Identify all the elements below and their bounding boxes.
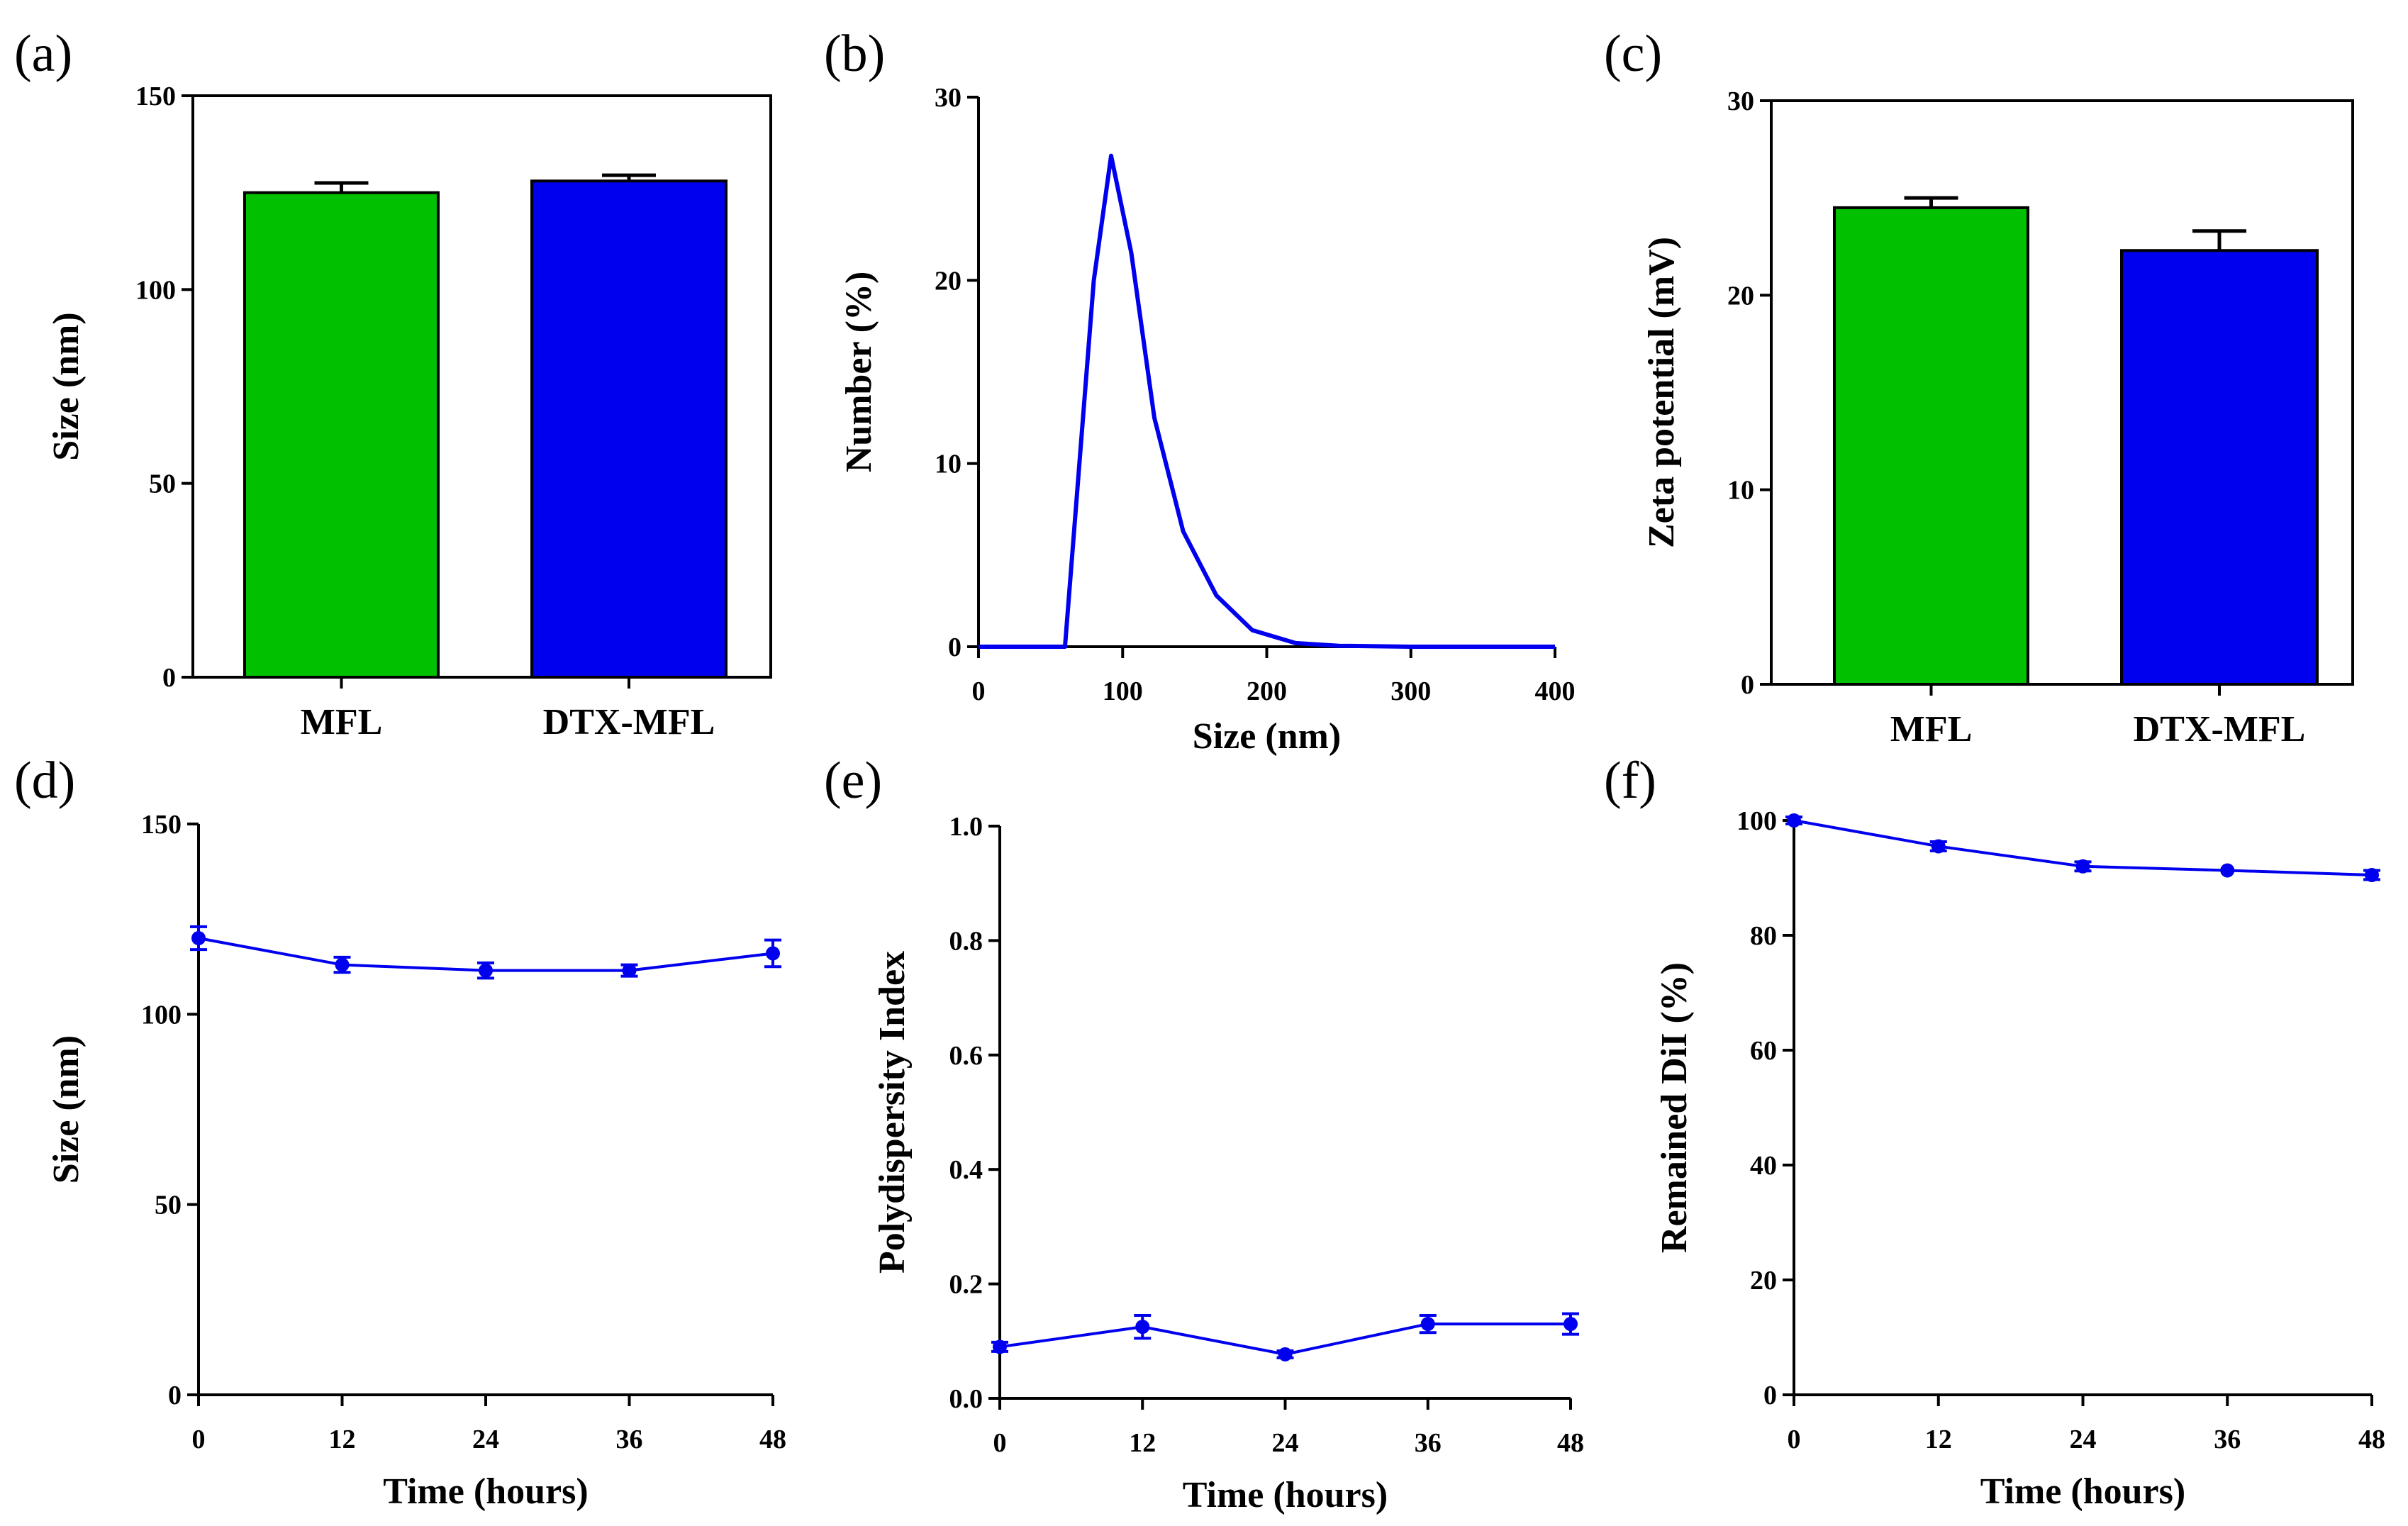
panel-a-bar-dtx-mfl [530,179,728,679]
panel-f-label: (f) [1604,752,1656,810]
panel-d-data-point [335,957,350,972]
panel-a-y-tick-label: 50 [149,469,176,499]
panel-b-x-axis-title: Size (nm) [1193,716,1341,757]
panel-c-bar-mfl [1833,206,2029,686]
panel-a-category-label: MFL [301,702,383,742]
panel-c-y-axis-title: Zeta potential (mV) [1641,237,1682,548]
panel-f-y-tick-label: 100 [1737,806,1777,836]
panel-b-y-tick-label: 30 [935,83,961,113]
panel-e-x-tick-label: 24 [1272,1428,1299,1458]
panel-c-y-tick-label: 10 [1727,476,1754,506]
panel-f-data-point [1931,839,1946,854]
panel-a-y-tick-label: 0 [162,663,176,693]
panel-e-y-tick-label: 0.2 [949,1270,983,1300]
panel-c-y-tick-label: 20 [1727,281,1754,311]
panel-e-x-axis-title: Time (hours) [1183,1475,1388,1515]
panel-f-x-axis-title: Time (hours) [1980,1471,2185,1512]
panel-e-y-tick-label: 0.0 [949,1384,983,1414]
panel-c-plot-frame [1770,99,2354,686]
panel-f-y-axis-title: Remained DiI (%) [1654,962,1695,1253]
panel-e-y-tick-label: 0.4 [949,1155,983,1185]
panel-d-x-tick-label: 36 [616,1425,643,1454]
panel-b-x-tick-label: 300 [1390,676,1431,706]
panel-f-data-point [2075,859,2090,874]
panel-b-x-tick-label: 100 [1103,676,1143,706]
panel-b-label: (b) [824,25,885,83]
panel-d-y-tick-label: 0 [168,1381,182,1410]
panel-c-bar-dtx-mfl [2120,249,2319,686]
panel-e-data-point [993,1340,1007,1354]
panel-a-plot-frame [191,94,772,679]
panel-d-data-point [191,931,206,945]
panel-e-y-tick-label: 0.6 [949,1041,983,1071]
panel-c-label: (c) [1604,25,1662,83]
panel-b-y-tick-label: 20 [935,266,961,296]
panel-e-y-tick-label: 0.8 [949,926,983,956]
panel-b-y-tick-label: 0 [948,633,961,662]
panel-f-x-tick-label: 24 [2070,1425,2097,1454]
panel-f-data-point [2365,867,2379,882]
panel-e-x-tick-label: 12 [1129,1428,1156,1458]
panel-f-y-tick-label: 60 [1750,1036,1777,1066]
panel-a-y-tick-label: 150 [135,82,176,111]
panel-d-data-point [766,946,780,961]
panel-d-y-tick-label: 150 [141,810,182,840]
panel-d-data-point [622,963,637,978]
panel-a-bar-mfl [243,191,440,679]
panel-f-y-tick-label: 80 [1750,921,1777,951]
panel-b-y-axis-title: Number (%) [839,272,879,473]
panel-c-category-label: DTX-MFL [2134,709,2306,750]
panel-a-label: (a) [14,25,72,83]
panel-d-y-tick-label: 100 [141,1000,182,1030]
panel-f-data-point [2220,863,2235,878]
panel-a-category-label: DTX-MFL [543,702,715,742]
panel-c-y-tick-label: 0 [1741,670,1754,700]
panel-e-data-point [1563,1317,1578,1332]
panel-d-y-tick-label: 50 [155,1191,182,1220]
panel-f-data-point [1787,813,1801,828]
panel-d-x-tick-label: 24 [472,1425,499,1454]
panel-f-x-tick-label: 36 [2214,1425,2241,1454]
panel-a-y-axis-title: Size (nm) [46,312,87,460]
panel-e-y-tick-label: 1.0 [949,812,983,842]
panel-b-y-tick-label: 10 [935,450,961,479]
panel-b-x-tick-label: 0 [972,676,986,706]
panel-e-x-tick-label: 48 [1557,1428,1584,1458]
panel-d-label: (d) [14,752,75,810]
panel-b-x-tick-label: 200 [1247,676,1287,706]
panel-d-x-tick-label: 0 [192,1425,206,1454]
panel-f-y-tick-label: 0 [1763,1381,1777,1410]
panel-e-label: (e) [824,752,882,810]
panel-b-series-line [979,153,1555,649]
panel-d-y-axis-title: Size (nm) [46,1035,87,1184]
panel-f-x-tick-label: 48 [2358,1425,2385,1454]
panel-b-x-tick-label: 400 [1535,676,1576,706]
panel-d-x-axis-title: Time (hours) [383,1471,588,1512]
panel-c-y-tick-label: 30 [1727,87,1754,116]
panel-e-data-point [1278,1347,1293,1361]
panel-e-data-point [1135,1320,1150,1335]
panel-e-x-tick-label: 0 [993,1428,1007,1458]
panel-f-x-tick-label: 0 [1788,1425,1801,1454]
panel-f-y-tick-label: 20 [1750,1266,1777,1296]
panel-f-x-tick-label: 12 [1925,1425,1952,1454]
panel-e-data-point [1420,1317,1435,1332]
panel-a-y-tick-label: 100 [135,275,176,305]
panel-d-x-tick-label: 48 [759,1425,786,1454]
panel-e-y-axis-title: Polydispersity Index [872,951,913,1274]
panel-d-x-tick-label: 12 [329,1425,356,1454]
panel-f-y-tick-label: 40 [1750,1151,1777,1181]
panel-c-category-label: MFL [1890,709,1973,750]
panel-d-data-point [479,963,493,978]
panel-e-x-tick-label: 36 [1415,1428,1442,1458]
